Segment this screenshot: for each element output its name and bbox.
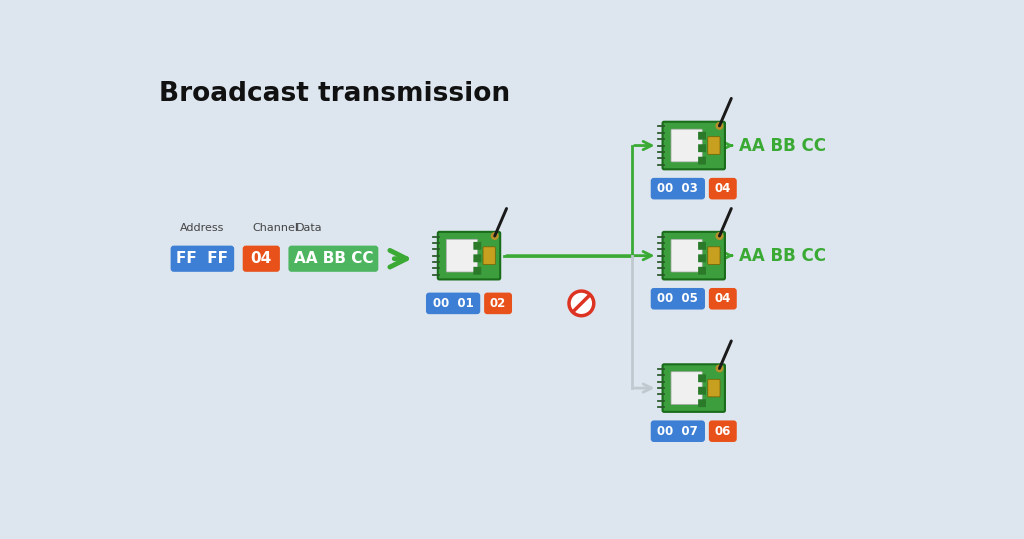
FancyBboxPatch shape xyxy=(671,372,702,404)
FancyBboxPatch shape xyxy=(426,293,480,314)
FancyBboxPatch shape xyxy=(698,144,706,152)
Circle shape xyxy=(716,233,723,239)
Text: Address: Address xyxy=(180,223,224,232)
FancyBboxPatch shape xyxy=(663,232,725,279)
Text: 00  01: 00 01 xyxy=(433,297,473,310)
FancyBboxPatch shape xyxy=(171,246,234,272)
Text: AA BB CC: AA BB CC xyxy=(294,251,373,266)
Circle shape xyxy=(492,233,498,239)
Text: FF  FF: FF FF xyxy=(176,251,228,266)
Text: Channel: Channel xyxy=(252,223,298,232)
FancyBboxPatch shape xyxy=(473,242,481,250)
FancyBboxPatch shape xyxy=(698,387,706,395)
Text: AA BB CC: AA BB CC xyxy=(738,247,825,265)
FancyBboxPatch shape xyxy=(698,242,706,250)
Text: 00  05: 00 05 xyxy=(657,292,698,305)
FancyBboxPatch shape xyxy=(438,232,500,279)
FancyBboxPatch shape xyxy=(698,132,706,140)
FancyBboxPatch shape xyxy=(650,420,705,442)
FancyBboxPatch shape xyxy=(671,239,702,272)
Text: 00  03: 00 03 xyxy=(657,182,698,195)
Circle shape xyxy=(568,291,595,316)
FancyBboxPatch shape xyxy=(698,157,706,164)
FancyBboxPatch shape xyxy=(708,379,720,397)
FancyBboxPatch shape xyxy=(698,254,706,262)
Text: 04: 04 xyxy=(715,292,731,305)
FancyBboxPatch shape xyxy=(671,129,702,162)
Text: AA BB CC: AA BB CC xyxy=(738,136,825,155)
FancyBboxPatch shape xyxy=(698,375,706,382)
Text: 00  07: 00 07 xyxy=(657,425,698,438)
FancyBboxPatch shape xyxy=(698,399,706,407)
FancyBboxPatch shape xyxy=(663,122,725,169)
FancyBboxPatch shape xyxy=(698,267,706,275)
FancyBboxPatch shape xyxy=(709,420,736,442)
FancyBboxPatch shape xyxy=(473,254,481,262)
FancyBboxPatch shape xyxy=(708,137,720,154)
FancyBboxPatch shape xyxy=(650,178,705,199)
FancyBboxPatch shape xyxy=(483,247,496,265)
Text: 02: 02 xyxy=(489,297,506,310)
FancyBboxPatch shape xyxy=(709,288,736,309)
FancyBboxPatch shape xyxy=(650,288,705,309)
FancyBboxPatch shape xyxy=(243,246,280,272)
Circle shape xyxy=(716,365,723,372)
FancyBboxPatch shape xyxy=(446,239,477,272)
Text: 04: 04 xyxy=(251,251,272,266)
FancyBboxPatch shape xyxy=(289,246,378,272)
Text: Broadcast transmission: Broadcast transmission xyxy=(159,81,510,107)
Text: Data: Data xyxy=(295,223,322,232)
FancyBboxPatch shape xyxy=(663,364,725,412)
FancyBboxPatch shape xyxy=(708,247,720,265)
FancyBboxPatch shape xyxy=(473,267,481,275)
FancyBboxPatch shape xyxy=(709,178,736,199)
FancyBboxPatch shape xyxy=(484,293,512,314)
Text: 06: 06 xyxy=(715,425,731,438)
Circle shape xyxy=(716,123,723,129)
Text: 04: 04 xyxy=(715,182,731,195)
